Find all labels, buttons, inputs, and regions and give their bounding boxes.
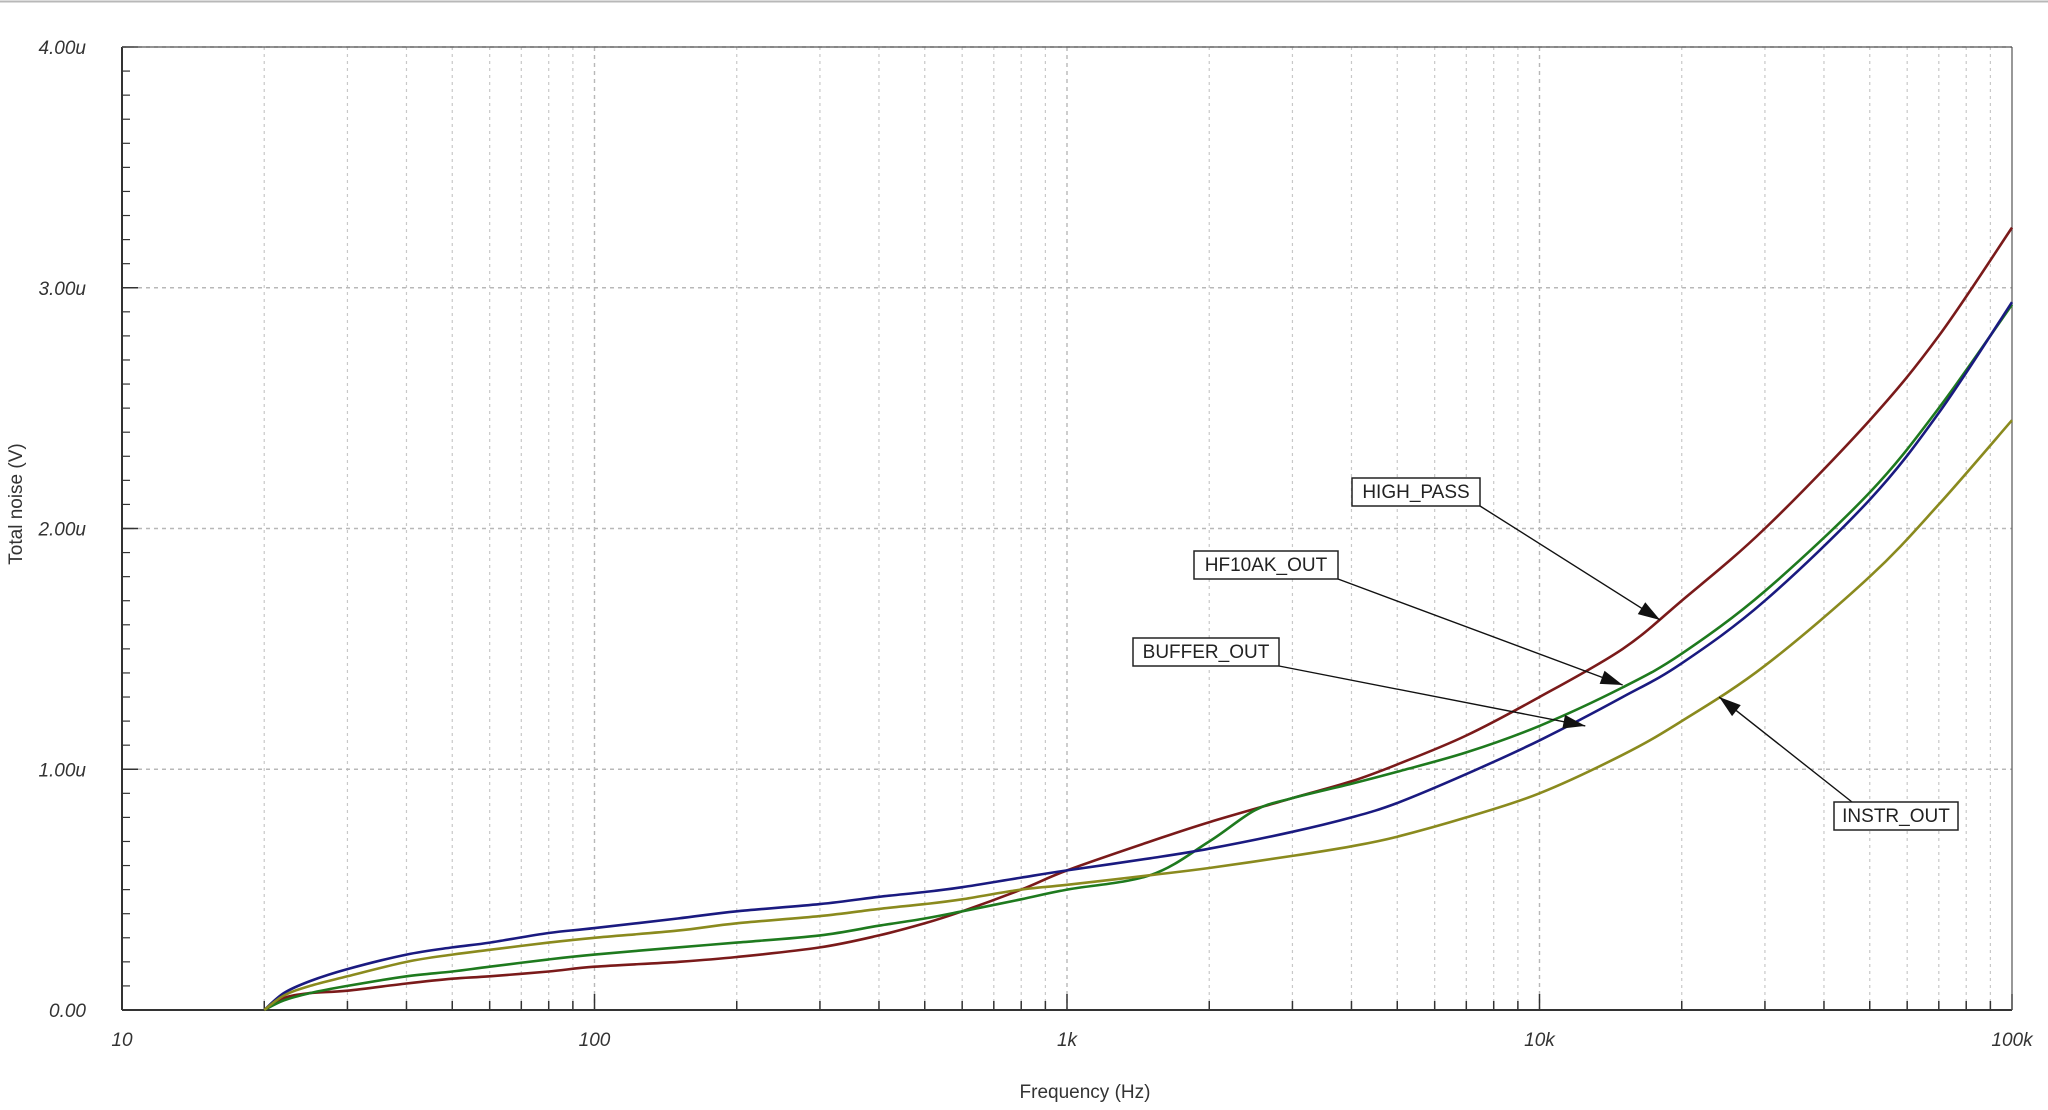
label-box xyxy=(1833,801,1959,831)
label-leader-line xyxy=(1718,696,1853,803)
y-tick-label: 0.00 xyxy=(49,1001,86,1022)
x-tick-label: 10 xyxy=(111,1030,133,1051)
series-line-instr-out xyxy=(263,419,2013,1012)
series-line-hf10ak-out xyxy=(263,303,2014,1012)
label-box xyxy=(1351,477,1481,507)
series-label-instr-out: INSTR_OUT xyxy=(1718,696,1959,831)
label-arrowhead xyxy=(1637,602,1661,620)
y-tick-label: 2.00u xyxy=(37,520,86,541)
y-tick-label: 1.00u xyxy=(38,760,86,781)
label-text: HF10AK_OUT xyxy=(1205,555,1328,576)
series-label-hf10ak-out: HF10AK_OUT xyxy=(1193,550,1623,686)
series-line-high-pass xyxy=(263,226,2014,1012)
y-tick-label: 3.00u xyxy=(38,279,86,300)
label-text: BUFFER_OUT xyxy=(1143,642,1270,663)
label-leader-line xyxy=(1337,578,1623,686)
series-label-high-pass: HIGH_PASS xyxy=(1351,477,1661,621)
label-leader-line xyxy=(1479,505,1661,621)
label-leader-line xyxy=(1278,665,1586,727)
axes xyxy=(121,46,2013,1011)
series-group xyxy=(263,226,2014,1012)
label-box xyxy=(1193,550,1339,580)
x-tick-label: 100k xyxy=(1991,1030,2034,1051)
label-text: HIGH_PASS xyxy=(1362,482,1469,503)
x-axis-title: Frequency (Hz) xyxy=(1020,1082,1151,1103)
x-tick-label: 1k xyxy=(1057,1030,1079,1051)
tick-labels: 10 100 1k 10k 100k 0.00 1.00u 2.00u 3.00u 4.00u xyxy=(37,38,2034,1051)
series-label-buffer-out: BUFFER_OUT xyxy=(1132,637,1586,729)
series-labels: HIGH_PASS HF10AK_OUT BUFFER_OUT INSTR_OUT xyxy=(1132,477,1959,831)
x-tick-label: 100 xyxy=(579,1030,611,1051)
label-box xyxy=(1132,637,1280,667)
label-arrowhead xyxy=(1719,697,1741,717)
label-arrowhead xyxy=(1562,714,1586,729)
y-tick-label: 4.00u xyxy=(38,38,86,59)
series-line-buffer-out xyxy=(263,301,2014,1011)
label-arrowhead xyxy=(1599,670,1623,685)
label-text: INSTR_OUT xyxy=(1842,806,1950,827)
x-tick-label: 10k xyxy=(1524,1030,1556,1051)
y-axis-title: Total noise (V) xyxy=(6,443,27,564)
